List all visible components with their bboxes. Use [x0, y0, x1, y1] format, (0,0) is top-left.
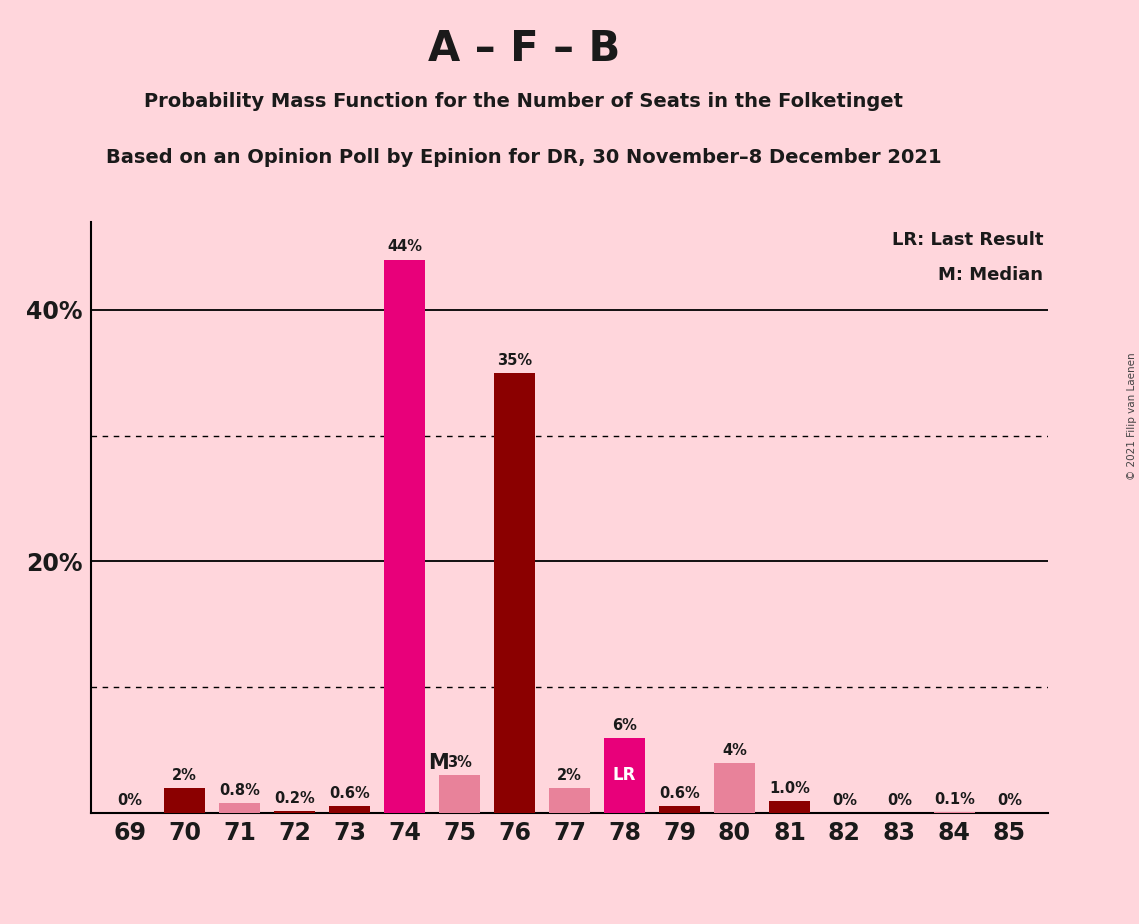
Bar — [274, 810, 316, 813]
Text: 35%: 35% — [497, 353, 532, 368]
Text: 2%: 2% — [172, 768, 197, 783]
Text: 0.8%: 0.8% — [219, 783, 260, 798]
Bar — [494, 372, 535, 813]
Text: M: M — [427, 753, 449, 772]
Text: LR: LR — [613, 766, 637, 784]
Text: Probability Mass Function for the Number of Seats in the Folketinget: Probability Mass Function for the Number… — [145, 92, 903, 112]
Bar — [164, 788, 205, 813]
Text: M: Median: M: Median — [939, 266, 1043, 284]
Text: 1.0%: 1.0% — [769, 781, 810, 796]
Bar — [714, 763, 755, 813]
Text: 0.6%: 0.6% — [659, 785, 699, 800]
Text: LR: Last Result: LR: Last Result — [892, 231, 1043, 249]
Bar — [658, 806, 700, 813]
Text: A – F – B: A – F – B — [428, 28, 620, 69]
Bar — [219, 803, 260, 813]
Bar — [604, 737, 645, 813]
Text: 0%: 0% — [997, 793, 1022, 808]
Bar — [549, 788, 590, 813]
Text: 0%: 0% — [831, 793, 857, 808]
Bar — [384, 260, 425, 813]
Bar — [934, 812, 975, 813]
Text: 2%: 2% — [557, 768, 582, 783]
Bar — [329, 806, 370, 813]
Text: 3%: 3% — [448, 755, 472, 771]
Text: © 2021 Filip van Laenen: © 2021 Filip van Laenen — [1126, 352, 1137, 480]
Text: Based on an Opinion Poll by Epinion for DR, 30 November–8 December 2021: Based on an Opinion Poll by Epinion for … — [106, 148, 942, 167]
Text: 4%: 4% — [722, 743, 747, 758]
Bar — [769, 800, 810, 813]
Bar — [439, 775, 481, 813]
Text: 0%: 0% — [887, 793, 912, 808]
Text: 44%: 44% — [387, 239, 423, 254]
Text: 0.2%: 0.2% — [274, 791, 316, 806]
Text: 0.1%: 0.1% — [934, 792, 975, 807]
Text: 0%: 0% — [117, 793, 142, 808]
Text: 0.6%: 0.6% — [329, 785, 370, 800]
Text: 6%: 6% — [612, 718, 637, 733]
